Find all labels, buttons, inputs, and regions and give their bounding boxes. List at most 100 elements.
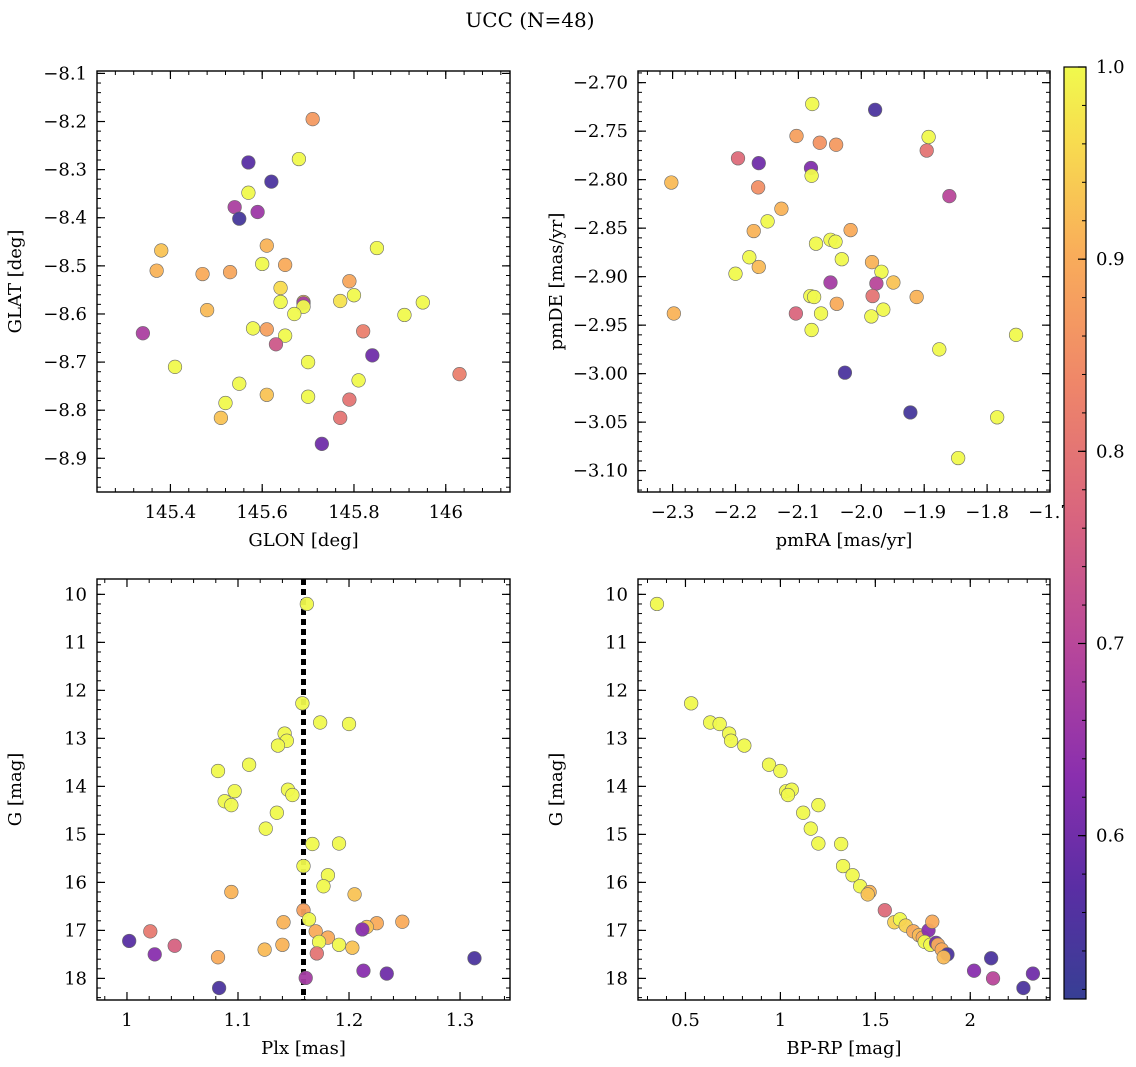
data-point: [259, 322, 274, 337]
data-point: [210, 763, 226, 779]
data-point: [796, 805, 811, 820]
data-point: [773, 763, 788, 779]
data-point: [313, 715, 328, 730]
colorbar-gradient: [1063, 66, 1087, 1000]
data-point: [309, 946, 324, 961]
data-point: [278, 328, 293, 343]
data-point: [712, 716, 727, 732]
panel-1: 145.4 145.6 145.8 146 −8.9 −8.8 −8.7 −8.6 −8.5 −8…: [5, 63, 511, 551]
y-tick-label: 13: [64, 728, 87, 749]
y-tick-label: −2.70: [573, 73, 628, 94]
data-point: [804, 322, 819, 338]
data-point: [966, 963, 982, 978]
data-point: [903, 405, 918, 420]
data-point: [864, 309, 879, 324]
data-point: [684, 696, 699, 711]
axes-frame: [96, 578, 511, 1001]
data-point: [347, 887, 362, 902]
data-point: [803, 821, 818, 836]
data-point: [135, 326, 150, 341]
data-point: [154, 243, 169, 258]
data-point: [865, 288, 880, 304]
y-tick-label: −8.1: [43, 63, 87, 84]
x-tick-label: −1.9: [902, 502, 946, 523]
x-tick-label: −2.0: [839, 502, 883, 523]
y-tick-label: 12: [605, 680, 628, 701]
data-point: [273, 294, 288, 310]
data-point: [829, 296, 844, 311]
data-point: [789, 128, 804, 144]
data-point: [860, 887, 875, 902]
data-point: [984, 951, 999, 966]
y-tick-label: −2.95: [573, 315, 628, 336]
x-tick-label: 1.2: [335, 1010, 364, 1031]
x-tick-label: 145.6: [236, 502, 288, 523]
x-tick-label: 1: [121, 1010, 132, 1031]
data-point: [395, 914, 410, 929]
data-point: [259, 387, 274, 402]
data-point: [269, 805, 284, 820]
y-tick-label: −8.2: [43, 112, 87, 133]
x-tick-label: 1.5: [861, 1010, 890, 1031]
data-point: [925, 914, 940, 929]
data-point: [167, 938, 182, 953]
y-tick-label: 17: [64, 920, 87, 941]
data-point: [273, 280, 288, 296]
data-point: [1008, 327, 1024, 342]
panel-2: −2.3 −2.2 −2.1 −2.0 −1.9 −1.8 −1.7 −3.10 −3.05 −3…: [546, 70, 1072, 551]
y-tick-label: −2.90: [573, 267, 628, 288]
data-point: [835, 858, 851, 874]
data-point: [788, 306, 803, 321]
panel-4: 0.5 1 1.5 2 10 11 12 13 14 15 16 17 18 BP-RP [mag] G […: [546, 578, 1051, 1059]
data-point: [829, 137, 844, 152]
data-point: [834, 836, 849, 852]
y-axis-label: G [mag]: [546, 753, 567, 826]
data-point: [742, 250, 757, 265]
data-point: [241, 155, 256, 170]
y-tick-label: −3.05: [573, 412, 628, 433]
figure-title: UCC (N=48): [465, 8, 594, 32]
data-point: [295, 696, 310, 711]
data-point: [224, 798, 239, 813]
x-tick-label: −2.2: [714, 502, 758, 523]
data-point: [213, 410, 228, 426]
data-point: [147, 947, 162, 962]
data-point: [212, 980, 227, 996]
data-point: [813, 306, 829, 321]
data-point: [845, 868, 860, 883]
data-point: [210, 950, 226, 965]
y-tick-label: 12: [64, 680, 87, 701]
x-tick-label: 2: [965, 1010, 976, 1031]
x-tick-label: 1.1: [224, 1010, 253, 1031]
data-point: [356, 324, 371, 339]
data-point: [751, 180, 766, 195]
data-point: [985, 971, 1001, 986]
data-point: [886, 275, 901, 290]
y-tick-label: −2.80: [573, 170, 628, 191]
y-axis-label: G [mag]: [5, 753, 26, 826]
axes-frame: [637, 578, 1051, 1001]
x-axis-label: BP-RP [mag]: [786, 1038, 901, 1059]
x-tick-label: 1.3: [446, 1010, 475, 1031]
x-tick-label: 0.5: [671, 1010, 700, 1031]
data-point: [812, 135, 827, 150]
data-point: [932, 342, 947, 357]
data-point: [298, 970, 313, 986]
y-tick-label: −8.4: [43, 208, 87, 229]
data-point: [876, 302, 891, 317]
data-point: [278, 257, 293, 273]
x-tick-label: −1.7: [1028, 502, 1072, 523]
data-point: [951, 450, 966, 466]
data-point: [843, 222, 858, 238]
y-axis-label: pmDE [mas/yr]: [546, 213, 567, 351]
data-point: [346, 288, 362, 303]
data-point: [301, 912, 317, 927]
data-point: [195, 266, 210, 282]
data-point: [222, 265, 238, 280]
data-point: [270, 738, 286, 753]
x-axis-label: GLON [deg]: [248, 530, 358, 551]
data-point: [919, 143, 934, 158]
data-point: [333, 410, 348, 426]
data-point: [143, 924, 158, 939]
data-point: [823, 275, 838, 290]
